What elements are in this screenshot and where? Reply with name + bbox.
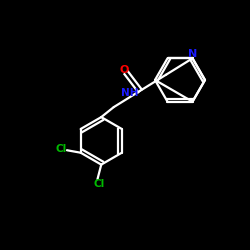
Text: O: O bbox=[120, 65, 129, 75]
Text: Cl: Cl bbox=[93, 179, 104, 189]
Text: NH: NH bbox=[121, 88, 139, 99]
Text: N: N bbox=[188, 49, 197, 59]
Text: Cl: Cl bbox=[56, 144, 67, 154]
